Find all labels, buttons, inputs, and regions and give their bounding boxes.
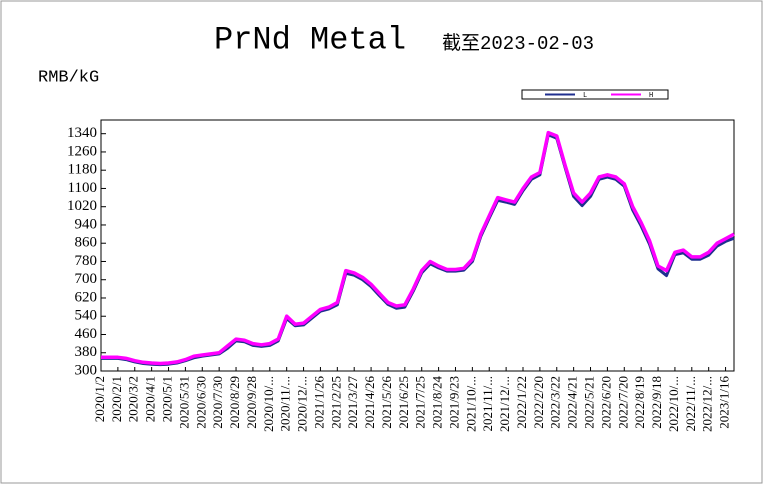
x-tick-label: 2020/9/28 [244,376,259,429]
y-tick-label: 1100 [68,180,97,196]
y-tick-label: 1260 [67,143,97,159]
y-tick-label: 940 [75,216,98,232]
x-tick-label: 2022/8/19 [632,376,647,429]
y-tick-label: 1340 [67,125,97,141]
x-tick-label: 2020/5/31 [176,376,191,429]
x-tick-label: 2020/12/... [295,376,310,432]
x-tick-label: 2021/6/25 [396,376,411,429]
x-tick-label: 2022/5/21 [582,376,597,429]
x-tick-label: 2021/5/26 [379,376,394,429]
x-tick-label: 2020/5/1 [160,376,175,422]
x-tick-label: 2022/3/22 [548,376,563,429]
legend [521,89,669,100]
x-tick-label: 2020/3/2 [126,376,141,422]
x-tick-label: 2022/6/20 [598,376,613,429]
x-tick-label: 2021/12/... [497,376,512,432]
x-tick-label: 2021/4/26 [362,376,377,429]
x-tick-label: 2022/10/... [666,376,681,432]
x-tick-label: 2020/7/30 [210,376,225,429]
y-tick-label: 620 [75,289,98,305]
x-tick-label: 2020/8/29 [227,376,242,429]
x-tick-label: 2020/6/30 [193,376,208,429]
y-tick-label: 1180 [68,162,97,178]
chart-subtitle: 截至2023-02-03 [442,32,594,55]
x-tick-label: 2021/9/23 [446,376,461,429]
y-tick-label: 540 [75,308,98,324]
y-axis-label: RMB/kG [38,68,99,87]
x-tick-label: 2020/2/1 [109,376,124,422]
y-tick-label: 860 [75,235,98,251]
plot-area [100,119,735,372]
y-tick-label: 780 [75,253,98,269]
x-tick-label: 2022/2/20 [531,376,546,429]
y-tick-label: 460 [75,326,98,342]
x-tick-label: 2020/4/1 [143,376,158,422]
x-tick-label: 2023/1/16 [717,376,732,429]
x-tick-label: 2021/11/... [480,376,495,432]
x-tick-label: 2022/12/... [700,376,715,432]
legend-label: L [583,92,587,100]
x-tick-label: 2020/11/... [278,376,293,432]
x-tick-label: 2021/7/25 [413,376,428,429]
x-tick-label: 2022/11/... [683,376,698,432]
x-tick-label: 2021/1/26 [311,376,326,429]
chart-title: PrNd Metal [214,21,406,58]
x-tick-label: 2022/7/20 [615,376,630,429]
y-tick-label: 380 [75,344,98,360]
x-tick-label: 2022/4/21 [565,376,580,429]
legend-label: H [649,92,653,100]
y-tick-label: 300 [75,362,98,378]
x-tick-label: 2022/9/18 [649,376,664,429]
y-tick-label: 1020 [67,198,97,214]
y-tick-label: 700 [75,271,98,287]
x-tick-label: 2020/1/2 [92,376,107,422]
x-tick-label: 2020/10/... [261,376,276,432]
series-line [101,130,735,366]
x-tick-label: 2022/1/22 [514,376,529,429]
x-tick-label: 2021/8/24 [430,376,445,429]
x-tick-label: 2021/3/27 [345,376,360,429]
x-tick-label: 2021/2/25 [328,376,343,429]
x-tick-label: 2021/10/... [463,376,478,432]
